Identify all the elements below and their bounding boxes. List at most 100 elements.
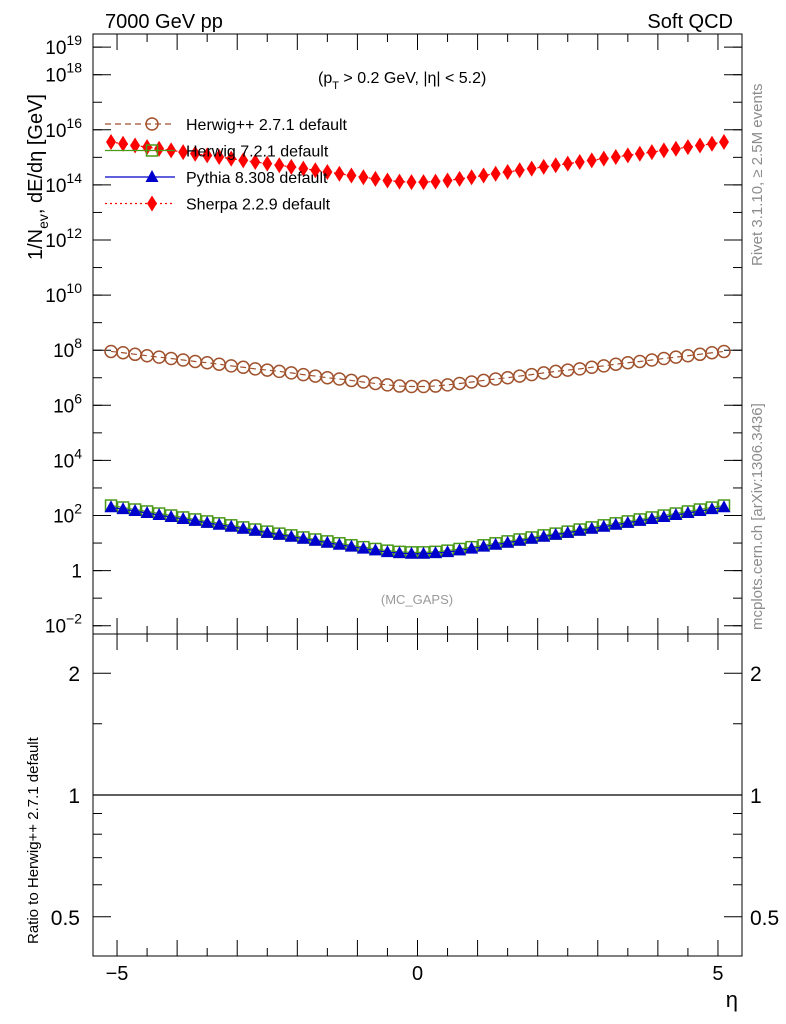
data-point (466, 169, 477, 186)
data-point (573, 523, 587, 536)
collision-label: 7000 GeV pp (105, 11, 223, 33)
legend-label: Sherpa 2.2.9 default (186, 197, 331, 214)
data-point (429, 546, 443, 559)
data-point (250, 153, 261, 170)
series-line (110, 506, 725, 555)
y-tick-label: 1010 (45, 280, 82, 307)
ratio-ylabel: Ratio to Herwig++ 2.7.1 default (25, 736, 42, 944)
data-point (116, 502, 130, 515)
data-point (368, 543, 382, 556)
data-point (610, 148, 621, 165)
data-point (310, 162, 321, 179)
x-tick-label: −5 (106, 963, 129, 985)
data-point (202, 147, 213, 164)
y-tick-label: 10−2 (45, 611, 82, 638)
data-point (670, 140, 681, 157)
ratio-y-tick-label-right: 1 (750, 785, 762, 808)
data-point (717, 500, 731, 513)
data-point (392, 546, 406, 559)
data-point (320, 535, 334, 548)
data-point (694, 137, 705, 154)
y-tick-label: 1012 (45, 225, 82, 252)
mcplots-side-text: mcplots.cern.ch [arXiv:1306.3436] (749, 403, 766, 630)
data-point (274, 157, 285, 174)
data-point (622, 147, 633, 164)
data-point (669, 508, 683, 521)
legend-marker (147, 195, 157, 212)
data-point (152, 508, 166, 521)
data-point (706, 135, 717, 152)
data-point (380, 545, 394, 558)
data-point (682, 139, 693, 156)
legend-marker (145, 170, 159, 182)
data-point (525, 531, 539, 544)
data-point (262, 155, 273, 172)
data-point (597, 519, 611, 532)
y-tick-label: 1018 (45, 60, 82, 87)
data-point (538, 158, 549, 175)
data-point (454, 170, 465, 187)
data-point (633, 513, 647, 526)
data-point (453, 543, 467, 556)
series-line (110, 141, 725, 183)
data-point (226, 150, 237, 167)
data-point (286, 158, 297, 175)
y-tick-label: 1 (71, 562, 82, 583)
data-point (658, 142, 669, 159)
data-point (188, 513, 202, 526)
ratio-y-tick-label-right: 0.5 (750, 907, 779, 930)
y-tick-label: 1014 (45, 170, 82, 197)
legend-marker (145, 117, 159, 131)
data-point (358, 169, 369, 186)
legend-label: Pythia 8.308 default (186, 170, 328, 187)
legend-marker (145, 144, 159, 157)
data-point (248, 523, 262, 536)
y-tick-label: 1016 (45, 115, 82, 142)
data-point (346, 167, 357, 184)
data-point (549, 527, 563, 540)
data-point (513, 533, 527, 546)
y-tick-label: 102 (53, 501, 82, 528)
data-point (332, 537, 346, 550)
data-point (200, 515, 214, 528)
data-point (140, 506, 154, 519)
data-point (430, 173, 441, 190)
y-tick-label: 104 (53, 445, 82, 472)
data-point (104, 500, 118, 513)
process-label: Soft QCD (647, 11, 733, 33)
series-line (110, 504, 725, 553)
data-point (344, 539, 358, 552)
data-point (356, 541, 370, 554)
y-tick-label: 108 (53, 335, 82, 362)
data-point (224, 519, 238, 532)
data-point (118, 135, 129, 152)
legend-label: Herwig 7.2.1 default (186, 144, 329, 161)
data-point (178, 144, 189, 161)
data-point (490, 165, 501, 182)
x-axis-title: η (726, 987, 738, 1012)
data-point (586, 152, 597, 169)
data-point (657, 510, 671, 523)
data-point (308, 533, 322, 546)
data-point (154, 140, 165, 157)
data-point (598, 150, 609, 167)
data-point (477, 539, 491, 552)
ratio-y-tick-label-right: 2 (750, 663, 762, 686)
data-point (693, 504, 707, 517)
data-point (717, 344, 731, 359)
data-point (645, 511, 659, 524)
data-point (609, 517, 623, 530)
data-point (394, 173, 405, 190)
data-point (176, 511, 190, 524)
data-point (106, 134, 117, 151)
data-point (236, 521, 250, 534)
ratio-y-tick-label: 1 (68, 785, 80, 808)
data-point (284, 529, 298, 542)
x-tick-label: 0 (412, 963, 423, 985)
data-point (322, 163, 333, 180)
data-point (489, 537, 503, 550)
data-point (621, 515, 635, 528)
data-point (705, 502, 719, 515)
data-point (164, 510, 178, 523)
